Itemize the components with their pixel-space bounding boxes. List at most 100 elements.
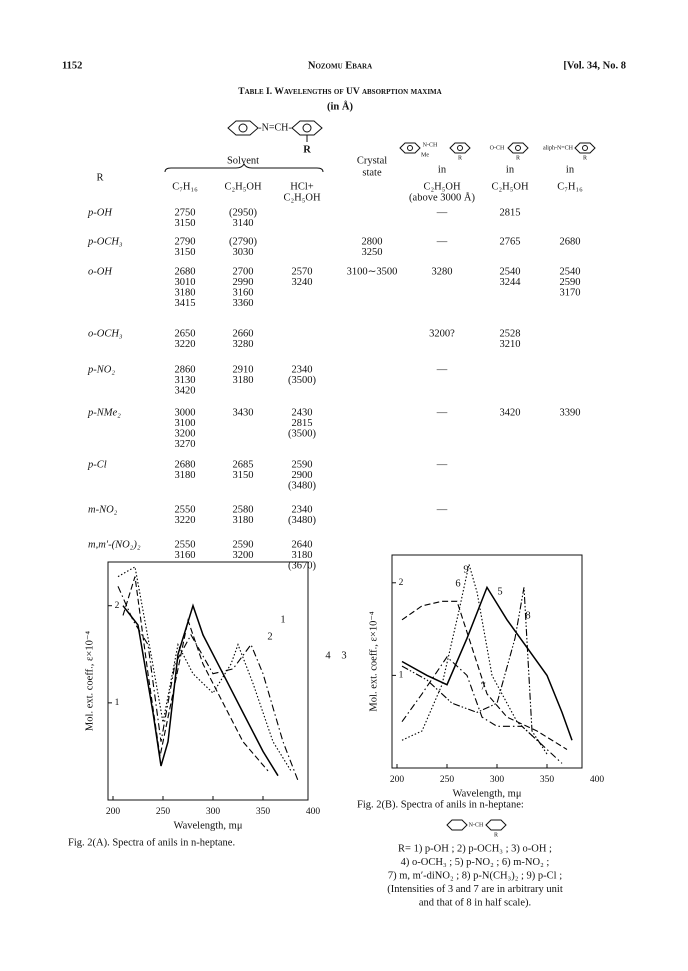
table-cell: 2680 [175, 266, 196, 277]
table-cell: 2550 [175, 539, 196, 550]
column-header: in [438, 164, 447, 175]
table-cell: 3130 [175, 375, 196, 386]
table-cell: — [436, 207, 448, 218]
table-cell: — [436, 364, 448, 375]
curve-label: 8 [525, 610, 530, 621]
column-header: C₇H₁₆ [557, 181, 583, 192]
table-cell: 2640 [292, 539, 313, 550]
legend-structure: N-CH [469, 822, 484, 828]
table-cell: 2910 [233, 364, 254, 375]
table-cell: 2550 [175, 504, 196, 515]
x-tick-label: 300 [490, 775, 505, 785]
table-cell: (3500) [288, 375, 316, 386]
row-label: p-OCH₃ [87, 236, 123, 247]
table-cell: — [436, 459, 448, 470]
legend-structure: R [494, 832, 498, 838]
legend-line: 4) o-OCH₃ ; 5) p-NO₂ ; 6) m-NO₂ ; [401, 857, 550, 868]
row-label: p-NMe₂ [87, 407, 121, 418]
column-header: C₂H₅OH [224, 181, 261, 192]
x-axis-label: Wavelength, mμ [453, 788, 522, 799]
row-label: p-OH [87, 207, 113, 218]
table-cell: 2590 [560, 277, 581, 288]
spectrum-curve [401, 564, 543, 746]
x-tick-label: 400 [306, 807, 321, 817]
table-cell: 2340 [292, 504, 313, 515]
legend-line: and that of 8 in half scale). [419, 897, 531, 908]
table-cell: 2650 [175, 328, 196, 339]
row-label: m,m′-(NO₂)₂ [88, 539, 141, 550]
column-header: in [566, 164, 575, 175]
table-cell: 2765 [500, 236, 521, 247]
table-cell: 2528 [500, 328, 521, 339]
table-cell: 3160 [175, 550, 196, 561]
structure-label: R [458, 155, 462, 161]
table-cell: 2430 [292, 407, 313, 418]
row-label: o-OH [88, 266, 113, 277]
spectrum-curve [122, 576, 269, 772]
y-tick-label: 1 [115, 698, 120, 708]
curve-label: 5 [497, 586, 502, 597]
table-cell: (3500) [288, 428, 316, 439]
structure-label: R [583, 155, 587, 161]
table-cell: 3220 [175, 339, 196, 350]
curve-label: 4 [325, 650, 331, 661]
table-cell: 3100∼3500 [347, 266, 398, 277]
curve-label: 9 [463, 564, 468, 575]
table-cell: 3150 [175, 247, 196, 258]
table-cell: 3280 [432, 266, 453, 277]
structure-label: Me [421, 152, 429, 158]
row-label: o-OCH₃ [88, 328, 123, 339]
x-tick-label: 350 [256, 807, 271, 817]
table-cell: 2815 [500, 207, 521, 218]
table-cell: 3220 [175, 515, 196, 526]
structure-icon [446, 819, 507, 831]
y-tick-label: 2 [115, 601, 120, 611]
table-cell: 2590 [233, 539, 254, 550]
table-cell: 2750 [175, 207, 196, 218]
table-unit: (in Å) [327, 100, 353, 112]
table-cell: 2570 [292, 266, 313, 277]
figure-caption: Fig. 2(A). Spectra of anils in n-heptane… [68, 837, 235, 848]
column-header: Solvent [227, 155, 259, 166]
page-number: 1152 [62, 60, 82, 71]
structure-label: R [303, 144, 311, 155]
column-header: C₂H₅OH [491, 181, 528, 192]
table-cell: 2660 [233, 328, 254, 339]
x-tick-label: 250 [440, 775, 455, 785]
table-cell: (3480) [288, 515, 316, 526]
table-cell: 3140 [233, 218, 254, 229]
row-label: p-Cl [87, 459, 107, 470]
table-cell: 3150 [175, 218, 196, 229]
x-tick-label: 200 [106, 807, 121, 817]
table-cell: 2680 [560, 236, 581, 247]
table-cell: — [436, 504, 448, 515]
table-cell: 2540 [560, 266, 581, 277]
column-header: HCl+ [290, 181, 314, 192]
table-cell: 3200 [233, 550, 254, 561]
spectrum-curve [401, 585, 573, 741]
spectrum-curve [117, 566, 292, 772]
table-cell: 3160 [233, 287, 254, 298]
table-cell: 3280 [233, 339, 254, 350]
table-cell: 3200? [429, 328, 455, 339]
table-cell: 3360 [233, 298, 254, 309]
legend-line: R= 1) p-OH ; 2) p-OCH₃ ; 3) o-OH ; [398, 843, 552, 854]
figure-caption: Fig. 2(B). Spectra of anils in n-heptane… [357, 799, 524, 810]
plot-frame [107, 561, 309, 801]
curve-label: 1 [280, 614, 285, 625]
x-tick-label: 200 [390, 775, 405, 785]
structure-label: -N=CH- [258, 122, 291, 133]
spectrum-curve [401, 656, 563, 764]
x-tick-label: 400 [590, 775, 605, 785]
spectrum-curve [401, 587, 548, 755]
table-cell: 3200 [175, 428, 196, 439]
table-cell: 3430 [233, 407, 254, 418]
table-cell: 2540 [500, 266, 521, 277]
table-title: Table I. Wavelengths of UV absorption ma… [238, 87, 441, 97]
table-cell: 3415 [175, 298, 196, 309]
table-cell: 3180 [175, 287, 196, 298]
curve-label: 6 [455, 578, 460, 589]
